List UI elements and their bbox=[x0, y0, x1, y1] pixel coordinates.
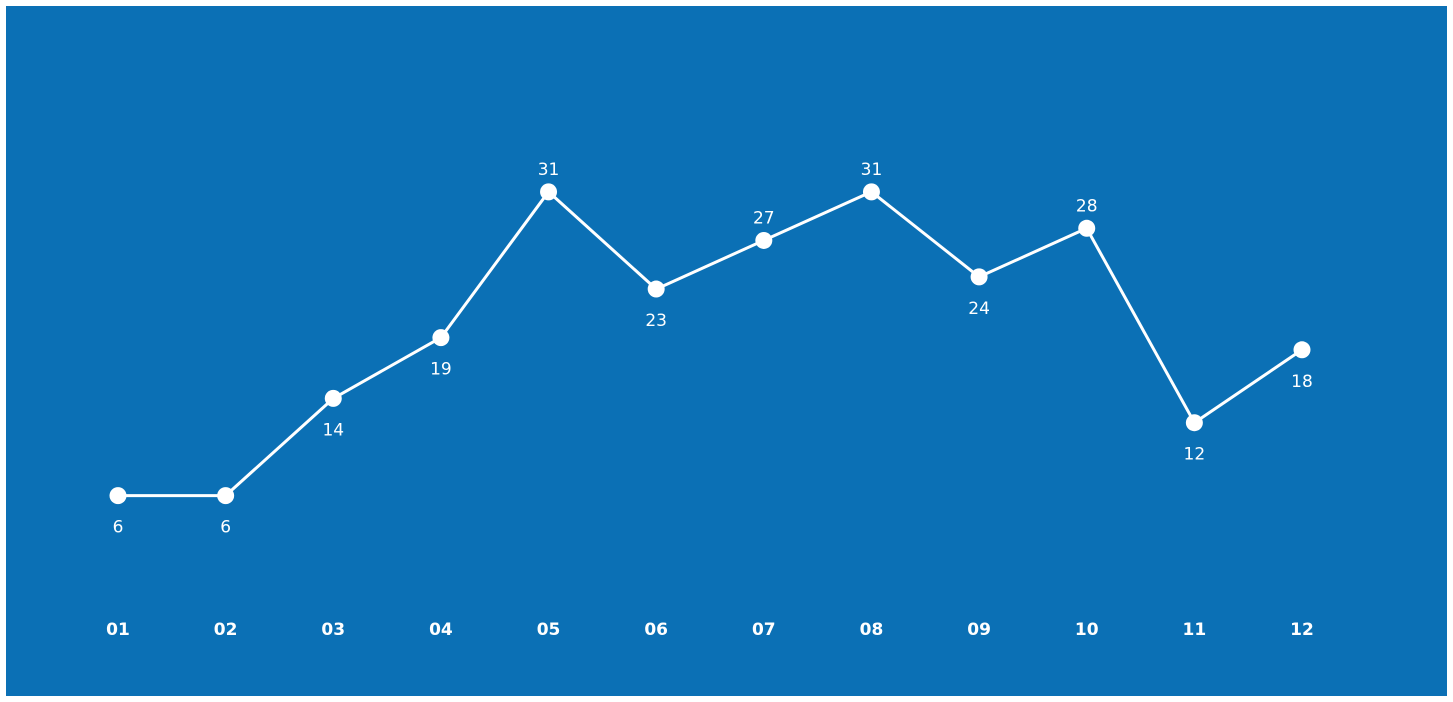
data-point-03 bbox=[324, 389, 342, 407]
data-label-layer: 6 6 14 19 31 23 27 31 24 28 12 18 bbox=[113, 160, 1313, 538]
chart-background bbox=[6, 6, 1447, 696]
data-point-07 bbox=[755, 231, 773, 249]
series-line-layer bbox=[118, 190, 1303, 498]
x-tick-label-12: 12 bbox=[1290, 620, 1314, 640]
x-axis-tick-labels: 01 02 03 04 05 06 07 08 09 10 11 12 bbox=[106, 620, 1314, 640]
data-label-01: 6 bbox=[113, 518, 124, 538]
data-label-09: 24 bbox=[968, 299, 990, 319]
data-point-10 bbox=[1078, 219, 1096, 237]
data-point-09 bbox=[970, 268, 988, 286]
x-tick-label-04: 04 bbox=[429, 620, 453, 640]
data-label-10: 28 bbox=[1076, 196, 1098, 216]
data-label-05: 31 bbox=[538, 160, 560, 180]
data-point-01 bbox=[109, 487, 127, 505]
x-tick-label-08: 08 bbox=[860, 620, 884, 640]
x-tick-label-07: 07 bbox=[752, 620, 776, 640]
x-tick-label-06: 06 bbox=[644, 620, 668, 640]
data-point-05 bbox=[540, 183, 558, 201]
x-tick-label-10: 10 bbox=[1075, 620, 1099, 640]
x-tick-label-01: 01 bbox=[106, 620, 130, 640]
data-point-12 bbox=[1293, 341, 1311, 359]
data-label-07: 27 bbox=[753, 208, 775, 228]
data-point-08 bbox=[862, 183, 880, 201]
series-line bbox=[118, 190, 1303, 498]
data-point-11 bbox=[1185, 414, 1203, 432]
data-label-02: 6 bbox=[220, 518, 231, 538]
data-label-03: 14 bbox=[322, 420, 344, 440]
data-point-02 bbox=[217, 487, 235, 505]
data-label-11: 12 bbox=[1184, 445, 1206, 465]
x-tick-label-03: 03 bbox=[321, 620, 345, 640]
data-point-06 bbox=[647, 280, 665, 298]
data-label-12: 18 bbox=[1291, 372, 1313, 392]
x-tick-label-09: 09 bbox=[967, 620, 991, 640]
data-label-08: 31 bbox=[861, 160, 883, 180]
data-point-layer bbox=[109, 183, 1311, 505]
x-tick-label-05: 05 bbox=[537, 620, 561, 640]
x-tick-label-02: 02 bbox=[214, 620, 238, 640]
data-label-06: 23 bbox=[645, 311, 667, 331]
data-point-04 bbox=[432, 329, 450, 347]
data-label-04: 19 bbox=[430, 360, 452, 380]
x-tick-label-11: 11 bbox=[1183, 620, 1207, 640]
